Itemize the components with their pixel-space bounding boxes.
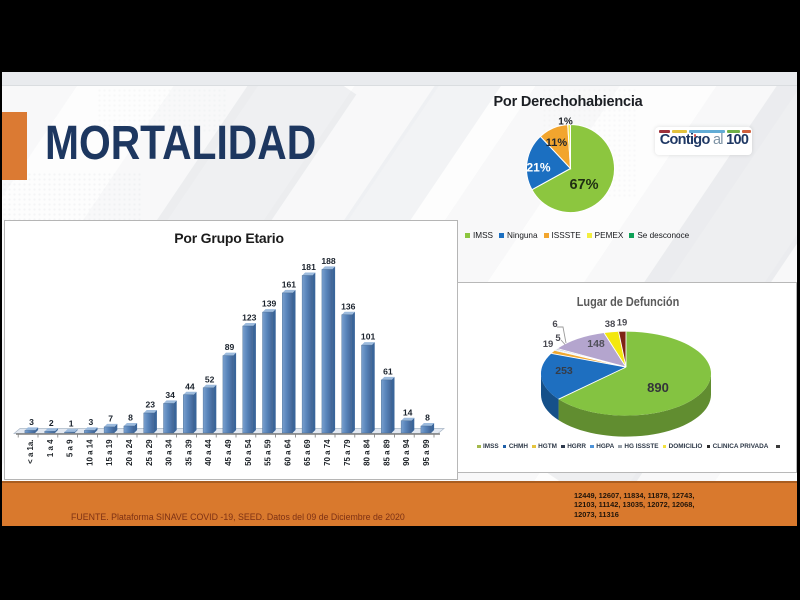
svg-text:1: 1: [69, 419, 74, 429]
svg-text:75 a 79: 75 a 79: [343, 439, 352, 466]
svg-text:139: 139: [262, 299, 277, 309]
svg-text:61: 61: [383, 367, 393, 377]
svg-text:101: 101: [361, 332, 376, 342]
svg-text:50 a 54: 50 a 54: [244, 439, 253, 466]
svg-text:21%: 21%: [526, 161, 550, 175]
svg-text:45 a 49: 45 a 49: [224, 439, 233, 466]
svg-text:5 a 9: 5 a 9: [66, 439, 75, 457]
svg-text:181: 181: [302, 262, 317, 272]
svg-text:3: 3: [89, 417, 94, 427]
svg-text:38: 38: [605, 319, 616, 330]
svg-text:5: 5: [555, 333, 561, 344]
svg-text:19: 19: [617, 318, 628, 329]
svg-text:11%: 11%: [546, 137, 568, 149]
svg-text:1%: 1%: [558, 117, 573, 128]
svg-text:161: 161: [282, 280, 297, 290]
svg-text:123: 123: [242, 313, 257, 323]
svg-text:188: 188: [321, 256, 336, 266]
svg-text:52: 52: [205, 374, 215, 384]
svg-text:30 a 34: 30 a 34: [165, 439, 174, 466]
svg-text:89: 89: [225, 342, 235, 352]
svg-text:95 a 99: 95 a 99: [422, 439, 431, 466]
svg-text:90 a 94: 90 a 94: [402, 439, 411, 466]
svg-text:148: 148: [587, 338, 605, 350]
svg-text:< a 1a.: < a 1a.: [26, 440, 35, 464]
svg-text:10 a 14: 10 a 14: [85, 439, 94, 466]
svg-text:6: 6: [552, 319, 557, 330]
svg-text:15 a 19: 15 a 19: [105, 439, 114, 466]
svg-text:40 a 44: 40 a 44: [204, 439, 213, 466]
svg-text:3: 3: [29, 417, 34, 427]
svg-text:253: 253: [555, 365, 573, 377]
svg-text:2: 2: [49, 418, 54, 428]
svg-text:85 a 89: 85 a 89: [382, 439, 391, 466]
svg-text:19: 19: [543, 339, 554, 350]
svg-text:23: 23: [146, 400, 156, 410]
svg-text:65 a 69: 65 a 69: [303, 439, 312, 466]
svg-text:7: 7: [108, 414, 113, 424]
svg-text:25 a 29: 25 a 29: [145, 439, 154, 466]
svg-text:1 a 4: 1 a 4: [46, 439, 55, 457]
svg-text:34: 34: [165, 390, 175, 400]
svg-text:60 a 64: 60 a 64: [283, 439, 292, 466]
svg-text:890: 890: [647, 380, 669, 395]
svg-text:8: 8: [425, 413, 430, 423]
svg-text:136: 136: [341, 301, 356, 311]
svg-text:67%: 67%: [569, 177, 598, 193]
svg-text:55 a 59: 55 a 59: [264, 439, 273, 466]
svg-text:14: 14: [403, 407, 413, 417]
svg-text:44: 44: [185, 381, 195, 391]
svg-text:70 a 74: 70 a 74: [323, 439, 332, 466]
svg-text:20 a 24: 20 a 24: [125, 439, 134, 466]
svg-text:35 a 39: 35 a 39: [184, 439, 193, 466]
svg-text:8: 8: [128, 413, 133, 423]
svg-text:80 a 84: 80 a 84: [363, 439, 372, 466]
